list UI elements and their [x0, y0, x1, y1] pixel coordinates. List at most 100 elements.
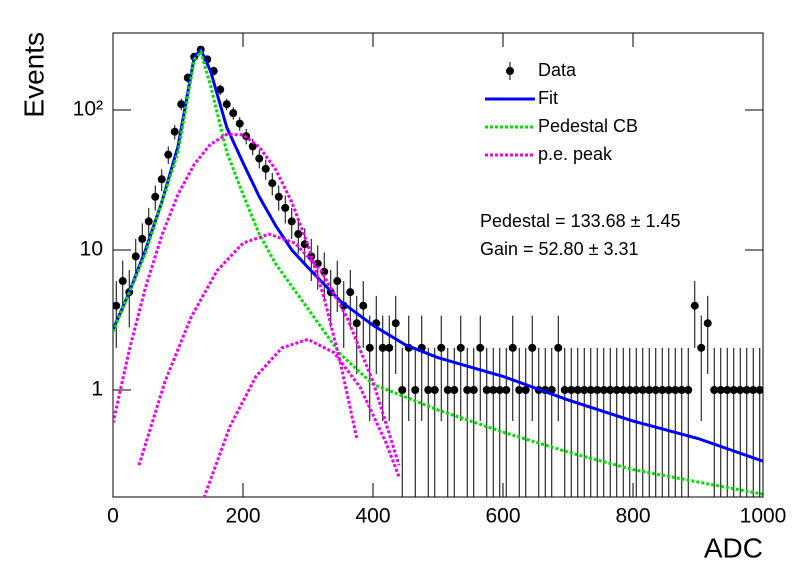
data-point — [248, 142, 257, 151]
data-point — [456, 343, 465, 352]
data-point — [599, 385, 608, 394]
data-point — [170, 127, 179, 136]
data-point — [118, 277, 127, 286]
data-point — [560, 385, 569, 394]
data-point — [177, 100, 186, 109]
data-point — [508, 343, 517, 352]
legend-label: Data — [538, 60, 577, 80]
data-point — [638, 385, 647, 394]
data-point — [378, 343, 387, 352]
data-point — [684, 385, 693, 394]
data-point — [424, 385, 433, 394]
data-point — [476, 343, 485, 352]
curve — [113, 48, 763, 496]
data-point — [469, 385, 478, 394]
data-point — [521, 385, 530, 394]
plot-area — [113, 45, 763, 497]
legend-label: Fit — [538, 88, 558, 108]
data-point — [365, 343, 374, 352]
data-point — [593, 385, 602, 394]
x-tick-label: 200 — [225, 505, 260, 528]
data-point — [729, 385, 738, 394]
data-point — [294, 230, 303, 239]
annotation: Gain = 52.80 ± 3.31 — [480, 239, 639, 259]
data-point — [736, 385, 745, 394]
data-point — [612, 385, 621, 394]
legend-label: Pedestal CB — [538, 116, 638, 136]
data-point — [164, 150, 173, 159]
x-tick-label: 0 — [107, 505, 119, 528]
data-point — [619, 385, 628, 394]
data-point — [274, 192, 283, 201]
data-point — [716, 385, 725, 394]
x-tick-label: 600 — [485, 505, 520, 528]
data-point — [690, 301, 699, 310]
data-point — [268, 179, 277, 188]
data-point — [430, 385, 439, 394]
x-tick-label: 400 — [355, 505, 390, 528]
data-point — [554, 343, 563, 352]
data-point — [645, 385, 654, 394]
data-point — [489, 385, 498, 394]
data-point — [651, 385, 660, 394]
data-point — [385, 343, 394, 352]
data-point — [287, 217, 296, 226]
data-point — [528, 343, 537, 352]
data-point — [502, 385, 511, 394]
data-point — [658, 385, 667, 394]
data-point — [463, 385, 472, 394]
data-point — [113, 301, 121, 310]
data-point — [671, 385, 680, 394]
data-point — [255, 154, 264, 163]
data-point — [632, 385, 641, 394]
data-point — [281, 203, 290, 212]
y-axis-label: Events — [18, 32, 49, 118]
data-point — [625, 385, 634, 394]
data-point — [229, 109, 238, 118]
data-point — [495, 385, 504, 394]
x-axis-label: ADC — [704, 532, 763, 563]
data-point — [352, 319, 361, 328]
x-tick-label: 1000 — [740, 505, 787, 528]
data-point — [359, 301, 368, 310]
data-point — [664, 385, 673, 394]
curve — [113, 132, 401, 497]
data-point — [261, 164, 270, 173]
data-point — [586, 385, 595, 394]
x-tick-label: 800 — [615, 505, 650, 528]
y-tick-label: 1 — [91, 378, 103, 401]
data-point — [346, 288, 355, 297]
annotation: Pedestal = 133.68 ± 1.45 — [480, 211, 681, 231]
data-point — [677, 385, 686, 394]
data-point — [235, 119, 244, 128]
data-point — [411, 385, 420, 394]
data-point — [580, 385, 589, 394]
data-point — [710, 385, 719, 394]
data-point — [606, 385, 615, 394]
data-point — [391, 319, 400, 328]
data-point — [697, 343, 706, 352]
data-point — [131, 252, 140, 261]
data-point — [450, 385, 459, 394]
y-tick-label: 10 — [80, 238, 103, 261]
data-point — [157, 175, 166, 184]
legend-marker — [506, 67, 514, 75]
y-tick-label: 10² — [73, 98, 103, 121]
data-point — [151, 192, 160, 201]
legend-label: p.e. peak — [538, 144, 613, 164]
data-point — [443, 385, 452, 394]
data-point — [567, 385, 576, 394]
data-point — [333, 277, 342, 286]
data-point — [222, 100, 231, 109]
data-point — [515, 385, 524, 394]
data-point — [144, 217, 153, 226]
data-point — [398, 385, 407, 394]
data-point — [723, 385, 732, 394]
data-point — [573, 385, 582, 394]
data-point — [216, 85, 225, 94]
data-point — [138, 234, 147, 243]
data-point — [482, 385, 491, 394]
data-point — [320, 267, 329, 276]
